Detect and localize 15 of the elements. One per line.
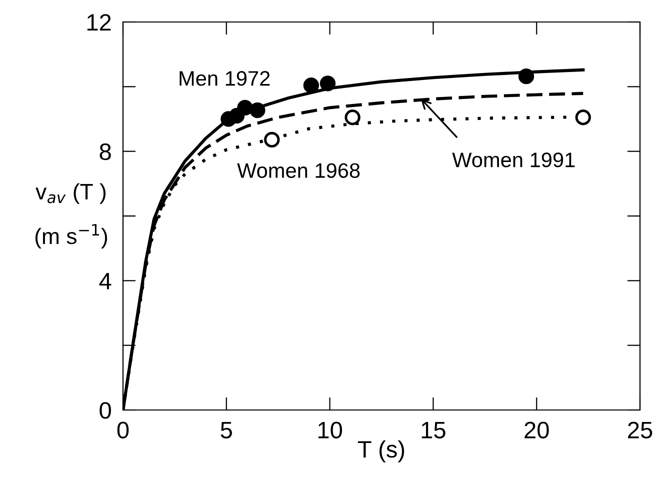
x-tick-label: 15: [422, 422, 446, 438]
y-tick-label: 4: [99, 272, 112, 290]
y-axis-title: v$_{av}$ (T ) (m s$^{−1}$): [35, 183, 108, 249]
series-label: Men 1972: [180, 71, 270, 86]
x-tick-label: 0: [117, 422, 129, 438]
y-tick-label: 0: [100, 402, 111, 419]
x-tick-label: 10: [318, 422, 342, 438]
x-axis-title: T (s): [358, 440, 404, 462]
x-tick-label: 25: [628, 422, 652, 438]
annotation: Women 1991: [452, 152, 575, 168]
x-tick-label: 20: [524, 422, 549, 438]
series-label: Women 1968: [237, 163, 360, 178]
x-tick-label: 5: [220, 422, 232, 438]
y-tick-label: 8: [100, 143, 111, 160]
y-tick-label: 12: [87, 14, 111, 31]
